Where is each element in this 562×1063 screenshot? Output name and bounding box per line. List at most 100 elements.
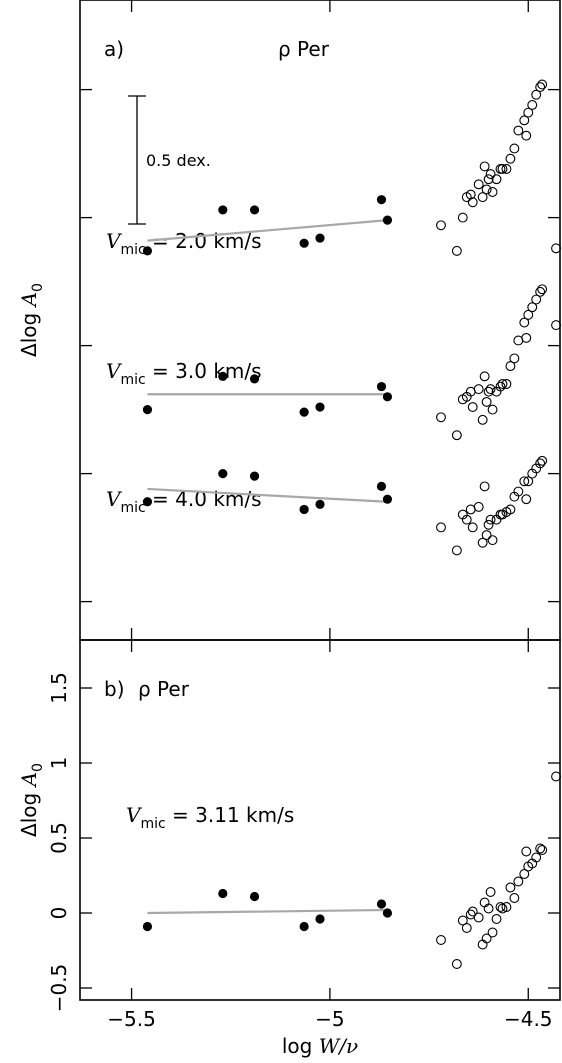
subset-2-filled-point: [142, 405, 153, 415]
subset-3-open-point: [473, 501, 484, 512]
panel-b-filled-point: [315, 914, 325, 924]
subset-3-open-point: [513, 486, 524, 497]
subset-2-open-point: [523, 309, 534, 320]
subset-3-open-point: [487, 535, 498, 546]
subset-1-filled-point: [376, 195, 387, 205]
subset-3-open-point: [551, 320, 561, 331]
subset-label-2: Vmic = 3.0 km/s: [106, 359, 262, 388]
subset-2-open-point: [485, 384, 496, 395]
subset-1-fit-line: [147, 219, 388, 242]
subset-1-open-point: [487, 187, 498, 197]
panel-b-label: b): [104, 677, 125, 701]
panel-b-filled-point: [142, 921, 153, 932]
panel-b-open-point: [451, 959, 462, 969]
subset-3-open-point: [537, 455, 548, 466]
subset-1-open-point: [483, 174, 494, 185]
subset-2-filled-point: [299, 407, 309, 417]
subset-label-2-text: Vmic = 3.0 km/s: [106, 359, 262, 388]
subset-2-open-point: [481, 396, 492, 407]
panel-a: a) ρ Per 0.5 dex. Vmic = 2.0 km/s Vmic =…: [17, 0, 561, 641]
panel-b-open-point: [495, 902, 506, 912]
subset-2-open-point: [495, 381, 506, 392]
subset-label-1: Vmic = 2.0 km/s: [106, 229, 262, 258]
subset-3-filled-point: [382, 494, 393, 504]
subset-2-filled-point: [249, 374, 260, 384]
panel-b-marks: [142, 771, 561, 969]
panel-a-title: ρ Per: [278, 37, 330, 61]
subset-1-filled-point: [218, 205, 228, 215]
panel-a-label: a): [104, 37, 124, 61]
panel-b-filled-point: [249, 891, 260, 902]
subset-2-filled-point: [315, 402, 325, 412]
scale-bar-label: 0.5 dex.: [146, 151, 211, 170]
panel-b-open-point: [537, 845, 548, 855]
subset-2-open-point: [483, 386, 494, 397]
subset-1-open-point: [473, 179, 484, 190]
subset-1-filled-point: [142, 246, 153, 256]
panel-a-frame: [79, 0, 561, 641]
subset-2-open-point: [467, 402, 478, 412]
subset-3-open-point: [523, 476, 534, 487]
subset-1-open-point: [491, 174, 502, 185]
panel-b-ytick-label: 0: [47, 907, 71, 920]
panel-b-ytick-label: −0.5: [47, 964, 71, 1013]
subset-1-open-point: [479, 161, 490, 172]
annotation-vmic: Vmic = 3.11 km/s: [126, 803, 294, 832]
subset-3-filled-point: [218, 469, 228, 479]
subset-2-open-point: [527, 302, 538, 313]
panel-b-filled-point: [218, 888, 228, 899]
subset-1-open-point: [531, 89, 542, 100]
subset-2-open-point: [477, 414, 488, 425]
subset-1-open-point: [465, 189, 476, 200]
scale-bar: 0.5 dex.: [128, 95, 211, 225]
subset-1-open-point: [521, 130, 532, 141]
panel-b-filled-point: [382, 908, 393, 918]
subset-2-filled-point: [376, 381, 387, 392]
subset-2-open-point: [436, 412, 446, 423]
subset-3-open-point: [461, 514, 472, 525]
subset-2-open-point: [535, 286, 546, 297]
subset-3-open-point: [467, 522, 478, 533]
panel-b-ytick-label: 0.5: [47, 822, 71, 854]
subset-2-open-point: [497, 379, 508, 389]
panel-b-open-point: [513, 876, 524, 887]
subset-1-open-point: [497, 164, 508, 174]
x-axis-label: log W/ν: [282, 1034, 358, 1058]
panel-b-fit-line: [147, 908, 388, 915]
subset-3-filled-point: [315, 499, 325, 509]
subset-2-open-point: [519, 317, 530, 328]
subset-3-open-point: [483, 519, 494, 530]
panel-b-filled-point: [299, 921, 309, 932]
subset-3-filled-point: [376, 481, 387, 491]
panel-b-open-point: [457, 915, 468, 926]
panel-b-filled-point: [376, 899, 387, 909]
annotation-vmic-text: Vmic = 3.11 km/s: [126, 803, 294, 832]
subset-3-open-point: [477, 537, 488, 548]
subset-3-fit-line: [147, 487, 388, 503]
subset-label-3: Vmic = 4.0 km/s: [106, 487, 262, 516]
subset-1-open-point: [519, 115, 530, 126]
panel-b-open-point: [505, 882, 516, 893]
panel-b-open-point: [467, 906, 478, 917]
subset-1-open-point: [513, 125, 524, 136]
subset-3-filled-point: [249, 471, 260, 481]
subset-2-open-point: [537, 284, 548, 295]
panel-b-open-point: [491, 914, 502, 924]
subset-3-open-point: [451, 545, 462, 556]
panel-b-open-point: [461, 923, 472, 933]
subset-2-open-point: [501, 379, 512, 389]
panel-a-marks: [142, 79, 561, 556]
subset-1-open-point: [523, 107, 534, 118]
subset-3-open-point: [479, 481, 490, 492]
panel-b-open-point: [485, 887, 496, 897]
subset-2-open-point: [531, 294, 542, 305]
subset-2-open-point: [521, 332, 532, 343]
subset-3-open-point: [535, 458, 546, 469]
panel-b-open-point: [521, 846, 532, 857]
subset-1-open-point: [485, 169, 496, 180]
panel-b-open-point: [519, 869, 530, 879]
x-tick-label: −5.5: [107, 1007, 156, 1031]
subset-1-filled-point: [382, 215, 393, 225]
subset-1-filled-point: [249, 205, 260, 215]
